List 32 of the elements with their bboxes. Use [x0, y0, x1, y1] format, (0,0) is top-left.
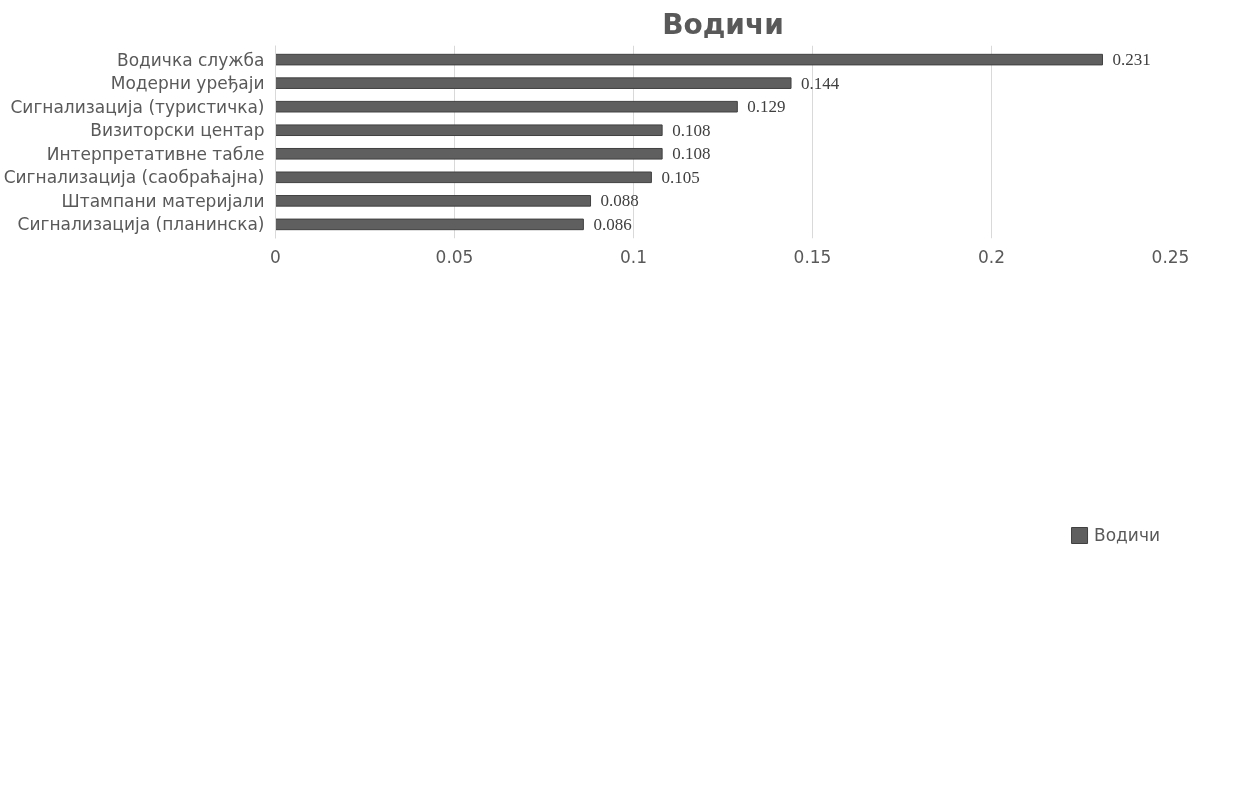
y-tick-label: Интерпретативне табле: [46, 143, 265, 164]
bar: [275, 218, 584, 231]
bar: [275, 53, 1103, 66]
bar: [275, 124, 663, 137]
data-label: 0.108: [672, 120, 711, 140]
data-label: 0.105: [661, 167, 700, 187]
data-label: 0.129: [747, 97, 786, 117]
y-tick-label: Сигнализација (саобраћајна): [3, 167, 265, 188]
bar: [275, 100, 738, 113]
data-label: 0.231: [1112, 50, 1151, 70]
y-tick-label: Визиторски центар: [90, 120, 265, 141]
bar: [275, 77, 792, 89]
x-tick-label: 0.1: [619, 246, 648, 267]
x-tick-label: 0: [270, 246, 281, 267]
data-label: 0.088: [600, 191, 639, 211]
y-tick-label: Сигнализација (туристичка): [10, 96, 265, 117]
x-tick-label: 0.15: [793, 246, 832, 267]
y-tick-label: Штампани материјали: [61, 190, 265, 211]
x-tick-label: 0.2: [977, 246, 1006, 267]
x-tick-label: 0.05: [435, 246, 474, 267]
bar: [275, 195, 592, 207]
data-label: 0.108: [672, 144, 711, 164]
x-tick-label: 0.25: [1151, 246, 1190, 267]
data-label: 0.086: [593, 214, 632, 234]
y-tick-label: Модерни уређаји: [110, 73, 265, 94]
bar: [275, 147, 663, 160]
data-label: 0.144: [801, 73, 840, 93]
chart-title: Водичи: [662, 7, 784, 41]
y-tick-label: Сигнализација (планинска): [17, 214, 265, 235]
legend-label: Водичи: [1094, 525, 1160, 545]
bar: [275, 171, 652, 184]
y-tick-label: Водичка служба: [117, 49, 265, 70]
